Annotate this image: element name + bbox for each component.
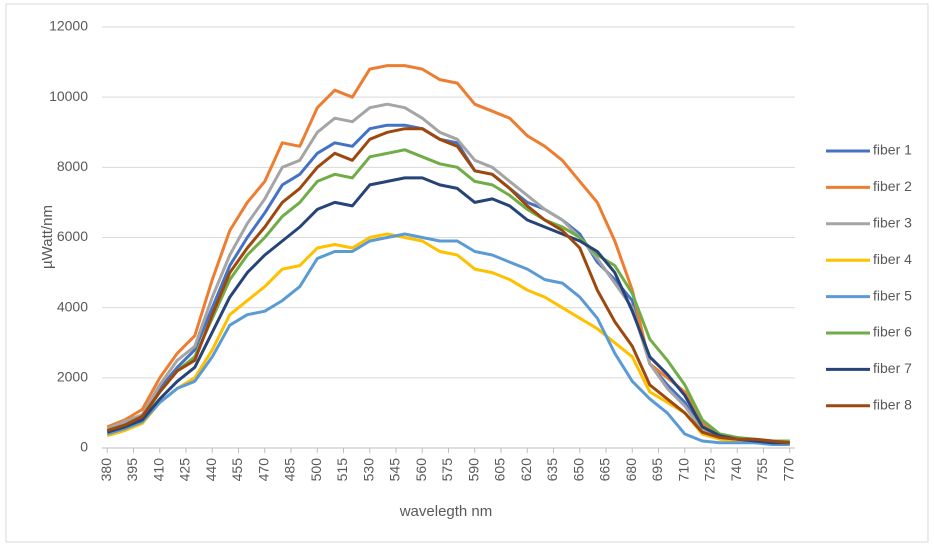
series-line bbox=[106, 148, 790, 443]
x-tick-label: 425 bbox=[177, 458, 193, 482]
series-line bbox=[106, 102, 790, 445]
x-tick-label: 395 bbox=[124, 458, 140, 482]
series-line bbox=[106, 127, 790, 445]
x-tick-label: 740 bbox=[728, 458, 744, 482]
legend-label: fiber 6 bbox=[873, 324, 912, 340]
legend-label: fiber 7 bbox=[873, 360, 912, 376]
x-tick-label: 650 bbox=[570, 458, 586, 482]
x-tick-label: 560 bbox=[413, 458, 429, 482]
y-tick-label: 2000 bbox=[57, 369, 88, 385]
x-tick-label: 755 bbox=[754, 458, 770, 482]
x-tick-label: 545 bbox=[387, 458, 403, 482]
y-tick-label: 6000 bbox=[57, 228, 88, 244]
x-tick-label: 620 bbox=[518, 458, 534, 482]
legend-label: fiber 1 bbox=[873, 142, 912, 158]
x-tick-label: 575 bbox=[439, 458, 455, 482]
legend-label: fiber 2 bbox=[873, 178, 912, 194]
x-tick-label: 710 bbox=[675, 458, 691, 482]
y-tick-label: 12000 bbox=[49, 18, 88, 34]
x-tick-label: 725 bbox=[702, 458, 718, 482]
x-tick-label: 695 bbox=[649, 458, 665, 482]
x-tick-label: 485 bbox=[282, 458, 298, 482]
x-tick-label: 635 bbox=[544, 458, 560, 482]
x-tick-label: 410 bbox=[150, 458, 166, 482]
y-tick-label: 0 bbox=[80, 439, 88, 455]
x-tick-label: 680 bbox=[623, 458, 639, 482]
y-axis-label: µWatt/nm bbox=[39, 205, 56, 269]
x-tick-label: 605 bbox=[492, 458, 508, 482]
x-tick-label: 665 bbox=[597, 458, 613, 482]
y-tick-label: 4000 bbox=[57, 298, 88, 314]
legend-label: fiber 4 bbox=[873, 251, 912, 267]
x-tick-label: 500 bbox=[308, 458, 324, 482]
x-tick-label: 530 bbox=[360, 458, 376, 482]
x-tick-label: 440 bbox=[203, 458, 219, 482]
legend-label: fiber 3 bbox=[873, 215, 912, 231]
x-axis-label: wavelegth nm bbox=[399, 503, 493, 520]
x-tick-label: 590 bbox=[465, 458, 481, 482]
x-tick-label: 380 bbox=[98, 458, 114, 482]
y-tick-label: 10000 bbox=[49, 88, 88, 104]
x-tick-label: 455 bbox=[229, 458, 245, 482]
x-tick-label: 515 bbox=[334, 458, 350, 482]
legend-label: fiber 8 bbox=[873, 397, 912, 413]
series-line bbox=[106, 123, 790, 445]
series-line bbox=[106, 176, 790, 445]
y-tick-label: 8000 bbox=[57, 158, 88, 174]
legend-label: fiber 5 bbox=[873, 287, 912, 303]
x-tick-label: 470 bbox=[255, 458, 271, 482]
x-tick-label: 770 bbox=[780, 458, 796, 482]
series-line bbox=[106, 232, 790, 446]
